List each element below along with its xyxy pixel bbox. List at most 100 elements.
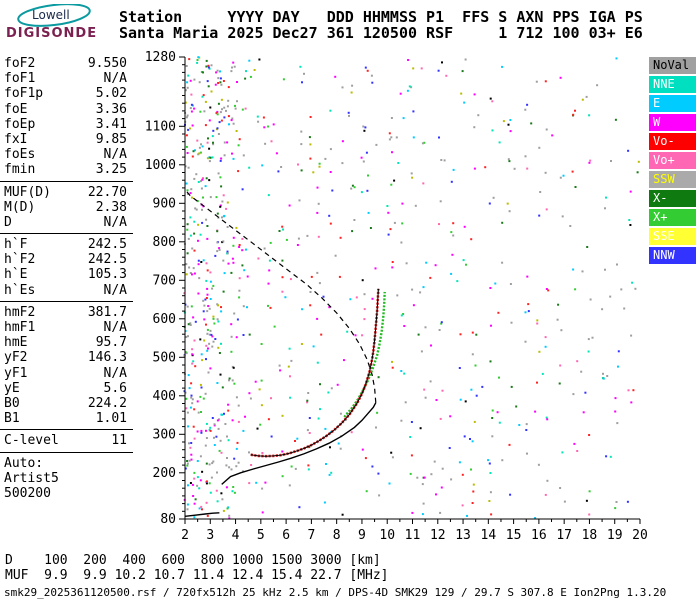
param-label: foF2 [4, 56, 36, 71]
legend-item-vo: Vo- [649, 133, 696, 150]
distance-row: D 100 200 400 600 800 1000 1500 3000 [km… [5, 553, 381, 568]
x-tick-label: 10 [379, 528, 395, 543]
param-label: foF1p [4, 86, 44, 102]
y-tick-label: 300 [153, 427, 176, 442]
muf-row: MUF 9.9 9.9 10.2 10.7 11.4 12.4 15.4 22.… [5, 568, 389, 583]
param-label: D [4, 214, 12, 230]
x-tick-label: 5 [257, 528, 265, 543]
y-tick-label: 200 [153, 466, 176, 481]
param-row: hmE 95.7 [0, 335, 134, 350]
y-tick-label: 1100 [145, 119, 176, 134]
y-tick-label: 600 [153, 312, 176, 327]
param-label: B0 [4, 395, 20, 411]
autoscale-info: 500200 [4, 485, 51, 501]
param-row: foEs N/A [0, 147, 134, 162]
param-label: h`E [4, 267, 28, 283]
param-label: hmE [4, 335, 28, 351]
param-label: B1 [4, 411, 20, 427]
y-tick-label: 800 [153, 235, 176, 250]
param-label: foEs [4, 147, 36, 163]
y-tick-label: 500 [153, 350, 176, 365]
param-value: 1.01 [95, 411, 127, 427]
y-tick-label: 1280 [145, 50, 176, 65]
param-value: N/A [103, 71, 127, 87]
x-tick-label: 12 [430, 528, 446, 543]
param-row: h`F2 242.5 [0, 252, 134, 267]
y-tick-label: 700 [153, 273, 176, 288]
param-row: h`E 105.3 [0, 267, 134, 282]
x-tick-label: 2 [181, 528, 189, 543]
param-label: fmin [4, 162, 36, 178]
parameter-panel: foF2 9.550 foF1 N/A foF1p 5.02 foE 3.36 foEp 3.41… [0, 56, 134, 501]
panel-separator [0, 300, 133, 302]
param-value: 9.85 [95, 131, 127, 147]
noise-dots-layer [183, 56, 640, 520]
param-value: 5.6 [103, 380, 127, 396]
x-tick-label: 20 [632, 528, 648, 543]
param-label: fxI [4, 131, 28, 147]
logo-lowell-text: Lowell [32, 8, 70, 22]
legend-item-x: X- [649, 190, 696, 207]
profile-topside-extrapolation [185, 190, 377, 403]
param-row: B0 224.2 [0, 396, 134, 411]
y-tick-label: 1000 [145, 158, 176, 173]
x-mode-echo-trace [343, 291, 386, 418]
x-tick-label: 4 [232, 528, 240, 543]
legend-item-nne: NNE [649, 76, 696, 93]
param-row: yE 5.6 [0, 381, 134, 396]
param-row: MUF(D) 22.70 [0, 185, 134, 200]
x-tick-label: 16 [531, 528, 547, 543]
profile-e-region [184, 512, 220, 517]
x-tick-label: 9 [358, 528, 366, 543]
x-tick-label: 14 [481, 528, 497, 543]
echo-direction-legend: NoVal NNE E W Vo- Vo+ SSW X- X+ SSE NNW [649, 57, 696, 266]
y-tick-label: 80 [160, 512, 176, 527]
logo-brand-text: DIGISONDE [6, 26, 98, 41]
param-row: foF2 9.550 [0, 56, 134, 71]
logo-swoosh-icon [17, 4, 91, 27]
x-tick-label: 15 [506, 528, 522, 543]
param-label: MUF(D) [4, 184, 51, 200]
param-label: yE [4, 380, 20, 396]
param-value: N/A [103, 320, 127, 335]
status-footer: smk29_2025361120500.rsf / 720fx512h 25 k… [4, 586, 667, 599]
param-row: C-level 11 [0, 433, 134, 448]
x-tick-label: 6 [282, 528, 290, 543]
legend-item-w: W [649, 114, 696, 131]
param-value: 105.3 [87, 267, 127, 283]
panel-separator [0, 233, 133, 235]
x-tick-label: 19 [607, 528, 623, 543]
profile-f-region [221, 402, 377, 485]
x-tick-label: 17 [556, 528, 572, 543]
param-row: M(D) 2.38 [0, 200, 134, 215]
param-row: yF2 146.3 [0, 350, 134, 365]
y-tick-label: 900 [153, 196, 176, 211]
param-value: 381.7 [87, 304, 127, 320]
x-tick-label: 8 [333, 528, 341, 543]
param-row: foE 3.36 [0, 102, 134, 117]
param-value: 242.5 [87, 237, 127, 253]
y-tick-label: 400 [153, 389, 176, 404]
param-row: foEp 3.41 [0, 117, 134, 132]
param-row: foF1p 5.02 [0, 86, 134, 101]
param-label: yF1 [4, 365, 28, 381]
param-label: h`F [4, 237, 28, 253]
param-label: hmF1 [4, 320, 36, 335]
legend-item-vo: Vo+ [649, 152, 696, 169]
param-label: foE [4, 101, 28, 117]
legend-item-noval: NoVal [649, 57, 696, 74]
lowell-digisonde-logo: Lowell DIGISONDE [6, 4, 118, 48]
param-row: D N/A [0, 215, 134, 230]
axes [179, 56, 641, 524]
o-mode-echo-trace-centerline [250, 288, 379, 457]
param-label: foF1 [4, 71, 36, 87]
x-tick-label: 13 [455, 528, 471, 543]
param-value: N/A [103, 147, 127, 163]
param-value: 11 [111, 433, 127, 449]
legend-item-ssw: SSW [649, 171, 696, 188]
header-line-1: Station YYYY DAY DDD HHMMSS P1 FFS S AXN… [119, 8, 643, 26]
param-value: 3.41 [95, 116, 127, 132]
param-row: hmF2 381.7 [0, 305, 134, 320]
param-value: 146.3 [87, 350, 127, 366]
